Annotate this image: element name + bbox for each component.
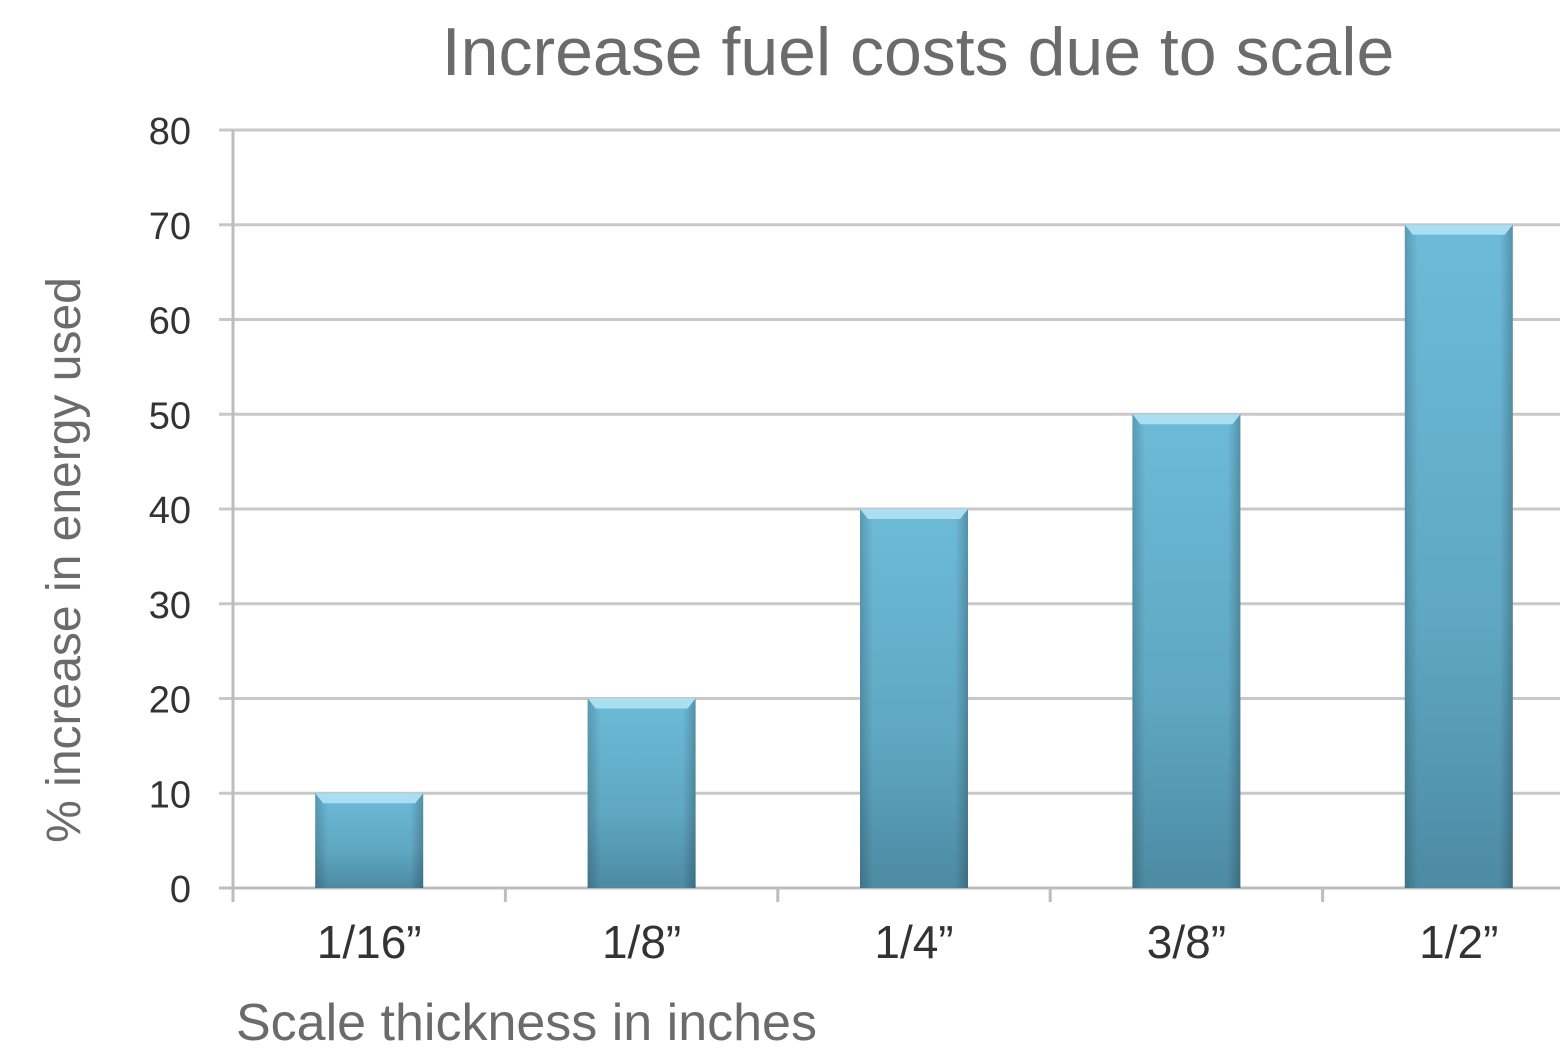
y-tick-labels: 0 10 20 30 40 50 60 70 80 <box>149 111 191 911</box>
bar-bevel <box>860 509 968 519</box>
bar-shade <box>587 698 696 888</box>
x-tick-label: 3/8” <box>1147 916 1226 968</box>
y-tick-label: 30 <box>149 585 191 627</box>
bar <box>587 698 696 888</box>
bar-shade <box>860 509 968 888</box>
x-tick-labels: 1/16” 1/8” 1/4” 3/8” 1/2” <box>317 916 1499 968</box>
bar-bevel <box>587 698 696 709</box>
y-tick-label: 0 <box>170 869 191 911</box>
bars <box>315 224 1513 888</box>
bar-shade <box>1132 414 1241 888</box>
bar <box>1132 414 1241 888</box>
bar <box>1404 224 1513 888</box>
y-tick-label: 10 <box>149 774 191 816</box>
x-tick-label: 1/4” <box>874 916 953 968</box>
bar <box>315 793 424 888</box>
x-tick-label: 1/8” <box>602 916 681 968</box>
bar-shade <box>315 793 424 888</box>
bar-bevel <box>1404 224 1513 235</box>
bar-shade <box>1404 224 1513 888</box>
bar-bevel <box>315 793 424 804</box>
x-tick-label: 1/2” <box>1419 916 1498 968</box>
y-tick-label: 50 <box>149 395 191 437</box>
chart-title: Increase fuel costs due to scale <box>442 14 1395 90</box>
x-axis-title: Scale thickness in inches <box>236 994 817 1052</box>
y-tick-label: 40 <box>149 490 191 532</box>
y-tick-label: 70 <box>149 206 191 248</box>
bar-bevel <box>1132 414 1241 425</box>
y-tick-label: 20 <box>149 680 191 722</box>
bar <box>860 509 968 888</box>
y-tick-label: 60 <box>149 301 191 343</box>
y-axis-title: % increase in energy used <box>38 277 91 843</box>
y-tick-label: 80 <box>149 111 191 153</box>
x-tick-label: 1/16” <box>317 916 422 968</box>
